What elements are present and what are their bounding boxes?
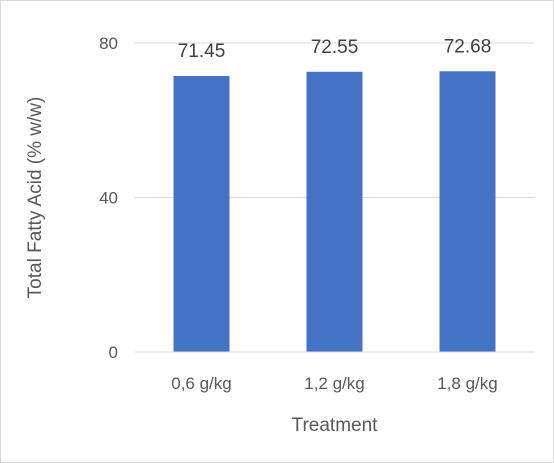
x-tick-label: 1,2 g/kg bbox=[304, 374, 365, 393]
bar bbox=[306, 71, 363, 352]
y-tick-label: 0 bbox=[109, 343, 118, 362]
bar bbox=[439, 71, 496, 352]
bar bbox=[173, 76, 230, 352]
y-axis-title: Total Fatty Acid (% w/w) bbox=[25, 97, 46, 299]
y-tick-label: 40 bbox=[99, 189, 118, 208]
x-tick-label: 0,6 g/kg bbox=[171, 374, 232, 393]
data-label: 72.55 bbox=[311, 37, 359, 58]
data-labels: 71.45 72.55 72.68 bbox=[178, 36, 492, 62]
y-tick-label: 80 bbox=[99, 34, 118, 53]
x-axis-title: Treatment bbox=[292, 415, 379, 436]
x-tick-labels: 0,6 g/kg 1,2 g/kg 1,8 g/kg bbox=[171, 374, 498, 393]
bars bbox=[173, 71, 496, 352]
data-label: 71.45 bbox=[178, 41, 226, 62]
y-tick-labels: 0 40 80 bbox=[99, 34, 118, 362]
x-tick-label: 1,8 g/kg bbox=[437, 374, 498, 393]
data-label: 72.68 bbox=[444, 36, 492, 57]
